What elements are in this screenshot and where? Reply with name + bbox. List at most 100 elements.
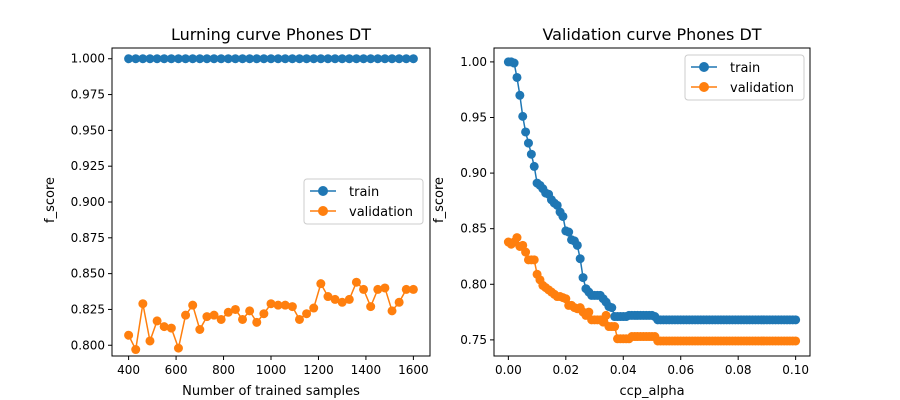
learning-curve-ytick-label: 0.950 xyxy=(71,123,105,137)
learning-curve-series xyxy=(124,54,418,355)
learning-curve-validation-point xyxy=(401,284,411,294)
learning-curve-train-point xyxy=(280,54,290,64)
learning-curve-validation-point xyxy=(266,299,276,309)
learning-curve-panel: Lurning curve Phones DT Number of traine… xyxy=(43,25,431,399)
validation-curve-validation-point xyxy=(610,322,620,332)
validation-curve-train-point xyxy=(515,90,525,100)
learning-curve-train-point xyxy=(230,54,240,64)
validation-curve-train-point xyxy=(521,127,531,137)
learning-curve-train-point xyxy=(209,54,219,64)
learning-curve-train-point xyxy=(330,54,340,64)
learning-curve-train-point xyxy=(152,54,162,64)
learning-curve-validation-point xyxy=(380,283,390,293)
learning-curve-train-point xyxy=(216,54,226,64)
validation-curve-title: Validation curve Phones DT xyxy=(542,25,761,44)
learning-curve-ytick-label: 0.825 xyxy=(71,302,105,316)
validation-curve-ylabel: f_score xyxy=(432,177,447,223)
learning-curve-validation-point xyxy=(287,302,297,312)
learning-curve-ylabel: f_score xyxy=(43,177,58,223)
validation-curve-ytick-label: 0.85 xyxy=(460,222,487,236)
learning-curve-validation-point xyxy=(359,284,369,294)
validation-curve-train-point xyxy=(526,149,536,159)
learning-curve-validation-point xyxy=(302,309,312,319)
validation-curve-ytick-label: 0.75 xyxy=(460,333,487,347)
learning-curve-xtick-label: 400 xyxy=(117,363,140,377)
learning-curve-train-point xyxy=(316,54,326,64)
learning-curve-train-point xyxy=(273,54,283,64)
learning-curve-train-point xyxy=(173,54,183,64)
validation-curve-validation-point xyxy=(529,255,539,265)
learning-curve-validation-point xyxy=(394,297,404,307)
validation-curve-legend-train-label: train xyxy=(730,61,760,76)
validation-curve-ytick-label: 1.00 xyxy=(460,55,487,69)
learning-curve-xtick-label: 1000 xyxy=(256,363,287,377)
validation-curve-legend-train-marker xyxy=(699,62,709,72)
learning-curve-validation-point xyxy=(124,330,134,340)
learning-curve-ytick-label: 0.875 xyxy=(71,231,105,245)
learning-curve-validation-point xyxy=(166,323,176,333)
learning-curve-validation-point xyxy=(344,294,354,304)
validation-curve-legend-validation-label: validation xyxy=(730,81,794,96)
learning-curve-train-point xyxy=(166,54,176,64)
learning-curve-validation-point xyxy=(131,345,141,355)
learning-curve-xtick-label: 1400 xyxy=(351,363,382,377)
validation-curve-legend-validation-marker xyxy=(699,82,709,92)
learning-curve-validation-point xyxy=(309,303,319,313)
learning-curve-legend-validation-label: validation xyxy=(349,205,413,220)
validation-curve-train-point xyxy=(607,303,617,313)
learning-curve-validation-point xyxy=(366,302,376,312)
learning-curve-train-point xyxy=(287,54,297,64)
learning-curve-validation-point xyxy=(209,310,219,320)
learning-curve-validation-point xyxy=(259,309,269,319)
validation-curve-xlabel: ccp_alpha xyxy=(619,384,684,399)
validation-curve-axes-frame xyxy=(493,47,811,357)
learning-curve-validation-point xyxy=(152,316,162,326)
learning-curve-train-point xyxy=(302,54,312,64)
learning-curve-validation-point xyxy=(230,304,240,314)
learning-curve-train-point xyxy=(394,54,404,64)
learning-curve-train-point xyxy=(359,54,369,64)
learning-curve-validation-point xyxy=(195,325,205,334)
learning-curve-title: Lurning curve Phones DT xyxy=(171,25,371,44)
learning-curve-validation-point xyxy=(337,297,347,307)
learning-curve-validation-point xyxy=(252,317,262,327)
learning-curve-validation-point xyxy=(245,306,255,316)
learning-curve-validation-point xyxy=(188,300,198,310)
validation-curve-legend: train validation xyxy=(684,54,805,101)
validation-curve-train-point xyxy=(518,111,528,121)
learning-curve-validation-point xyxy=(159,322,169,332)
learning-curve-xtick-label: 600 xyxy=(165,363,188,377)
learning-curve-validation-point xyxy=(138,299,148,309)
learning-curve-train-point xyxy=(245,54,255,64)
learning-curve-ytick-label: 0.800 xyxy=(71,338,105,352)
validation-curve-xtick-label: 0.02 xyxy=(552,363,579,377)
learning-curve-xlabel: Number of trained samples xyxy=(182,384,360,399)
learning-curve-train-point xyxy=(309,54,319,64)
learning-curve-validation-point xyxy=(323,292,333,302)
learning-curve-validation-point xyxy=(145,336,155,346)
validation-curve-train-point xyxy=(523,138,533,148)
learning-curve-train-point xyxy=(401,54,411,64)
learning-curve-train-point xyxy=(366,54,376,64)
learning-curve-train-point xyxy=(266,54,276,64)
learning-curve-legend-train-marker xyxy=(318,186,328,196)
validation-curve-train-point xyxy=(791,315,801,325)
learning-curve-validation-point xyxy=(181,310,191,320)
learning-curve-validation-point xyxy=(294,314,304,324)
learning-curve-train-point xyxy=(223,54,233,64)
validation-curve-train-point xyxy=(564,227,574,237)
validation-curve-xtick-label: 0.04 xyxy=(610,363,637,377)
learning-curve-validation-point xyxy=(223,307,233,317)
validation-curve-series xyxy=(503,57,801,346)
learning-curve-ytick-label: 1.000 xyxy=(71,52,105,66)
validation-curve-ytick-label: 0.95 xyxy=(460,110,487,124)
learning-curve-train-point xyxy=(145,54,155,64)
learning-curve-ytick-label: 0.900 xyxy=(71,195,105,209)
learning-curve-train-point xyxy=(337,54,347,64)
learning-curve-validation-point xyxy=(238,314,248,324)
validation-curve-xtick-label: 0.00 xyxy=(495,363,522,377)
learning-curve-train-point xyxy=(202,54,212,64)
validation-curve-validation-point xyxy=(791,336,801,346)
learning-curve-train-point xyxy=(181,54,191,64)
